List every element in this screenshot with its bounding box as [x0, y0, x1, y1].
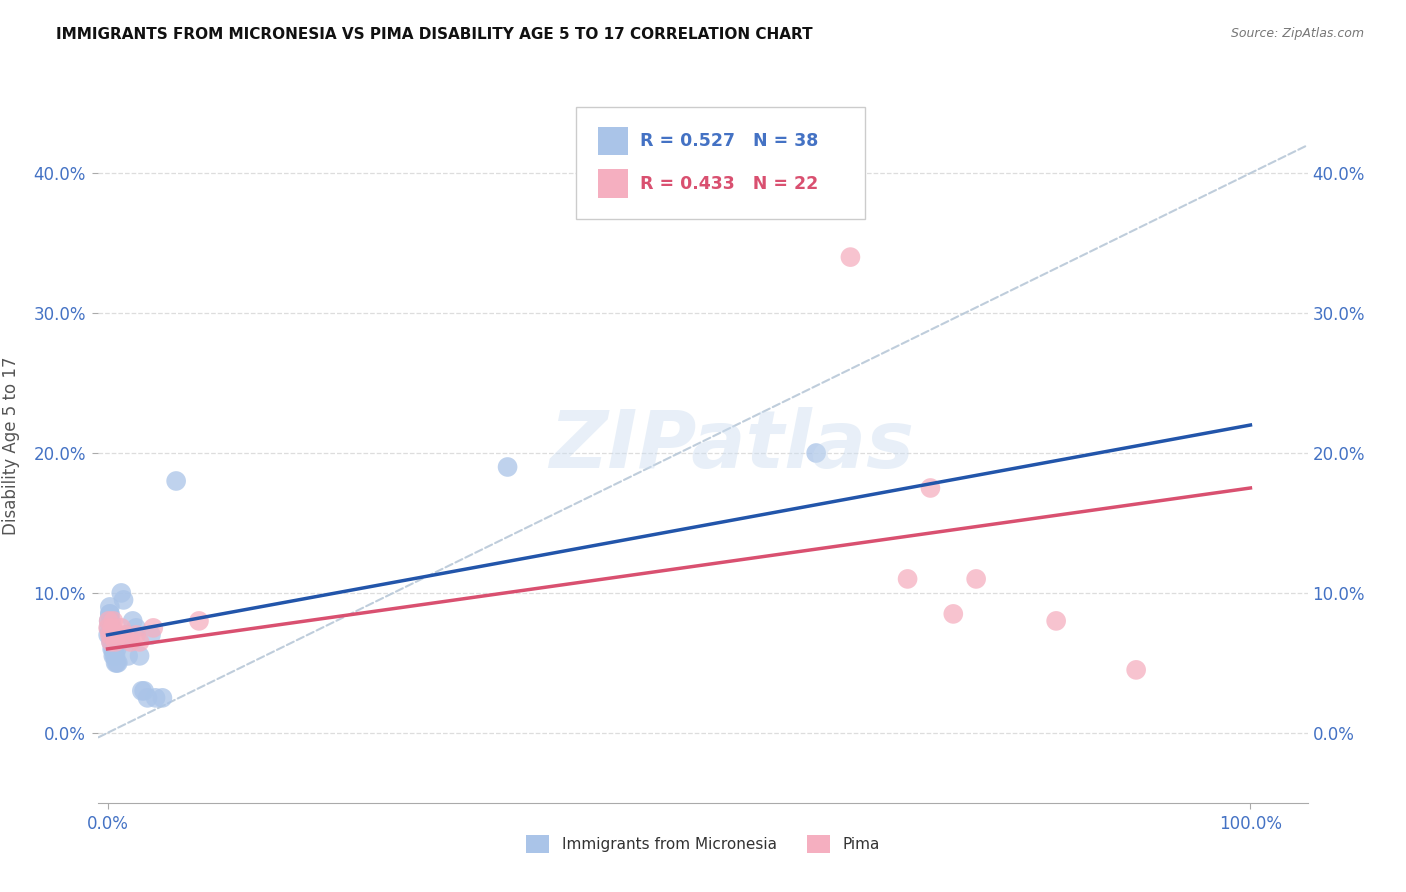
- Point: [142, 621, 165, 635]
- Point: [134, 684, 156, 698]
- Text: IMMIGRANTS FROM MICRONESIA VS PIMA DISABILITY AGE 5 TO 17 CORRELATION CHART: IMMIGRANTS FROM MICRONESIA VS PIMA DISAB…: [56, 27, 813, 42]
- Point: [145, 690, 167, 705]
- Point: [107, 656, 129, 670]
- Point: [98, 628, 121, 642]
- Text: R = 0.433   N = 22: R = 0.433 N = 22: [640, 175, 818, 193]
- Point: [105, 641, 128, 656]
- Point: [97, 614, 120, 628]
- Point: [1045, 614, 1067, 628]
- Text: R = 0.527   N = 38: R = 0.527 N = 38: [640, 132, 818, 150]
- Y-axis label: Disability Age 5 to 17: Disability Age 5 to 17: [1, 357, 20, 535]
- Point: [110, 586, 132, 600]
- Point: [804, 446, 827, 460]
- Point: [897, 572, 920, 586]
- Point: [139, 628, 162, 642]
- Point: [100, 628, 122, 642]
- Point: [98, 607, 121, 621]
- Point: [115, 628, 138, 642]
- Point: [114, 628, 136, 642]
- Point: [120, 628, 142, 642]
- Point: [97, 621, 120, 635]
- Point: [103, 648, 125, 663]
- Point: [136, 690, 159, 705]
- Point: [104, 656, 127, 670]
- Point: [165, 474, 187, 488]
- Point: [97, 621, 120, 635]
- Text: ZIPatlas: ZIPatlas: [548, 407, 914, 485]
- Point: [108, 635, 131, 649]
- Point: [107, 628, 129, 642]
- Point: [188, 614, 211, 628]
- Point: [496, 460, 519, 475]
- Point: [101, 635, 124, 649]
- Point: [128, 648, 150, 663]
- Point: [101, 641, 124, 656]
- Point: [1125, 663, 1147, 677]
- Point: [97, 628, 120, 642]
- Point: [97, 614, 120, 628]
- Point: [121, 614, 143, 628]
- Point: [103, 641, 125, 656]
- Point: [98, 599, 121, 614]
- Point: [131, 684, 153, 698]
- Point: [101, 621, 124, 635]
- Point: [152, 690, 174, 705]
- Point: [125, 621, 148, 635]
- Point: [103, 614, 125, 628]
- Point: [110, 621, 132, 635]
- Point: [100, 635, 122, 649]
- Point: [125, 628, 148, 642]
- Point: [965, 572, 987, 586]
- Point: [98, 607, 121, 621]
- Point: [117, 648, 139, 663]
- Point: [839, 250, 862, 264]
- Point: [103, 648, 125, 663]
- Legend: Immigrants from Micronesia, Pima: Immigrants from Micronesia, Pima: [520, 829, 886, 859]
- Point: [104, 648, 127, 663]
- Point: [105, 656, 128, 670]
- Point: [942, 607, 965, 621]
- Point: [100, 635, 122, 649]
- Point: [128, 635, 150, 649]
- Point: [100, 614, 122, 628]
- Text: Source: ZipAtlas.com: Source: ZipAtlas.com: [1230, 27, 1364, 40]
- Point: [920, 481, 942, 495]
- Point: [112, 593, 135, 607]
- Point: [103, 635, 125, 649]
- Point: [104, 635, 127, 649]
- Point: [120, 635, 142, 649]
